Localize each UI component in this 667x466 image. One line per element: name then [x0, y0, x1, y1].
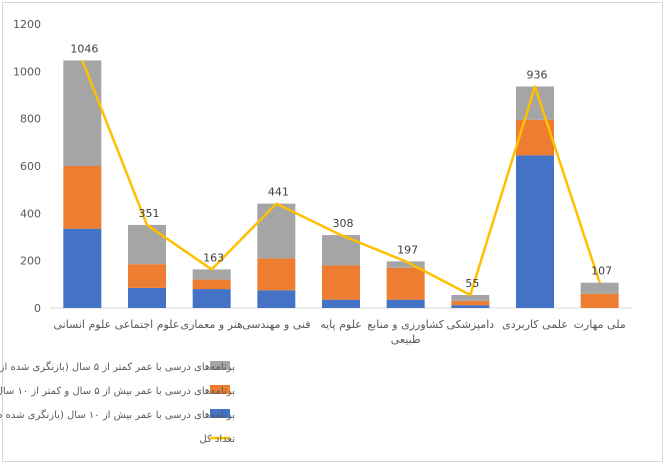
bar-segment-series-1 [128, 287, 166, 308]
x-category-label: هنر و معماری [181, 318, 244, 331]
legend-label: برنامه‌های درسی با عمر بیش از ۱۰ سال (با… [0, 408, 235, 421]
x-category-label: طبیعی [391, 333, 421, 346]
bar-segment-series-3 [386, 261, 425, 268]
x-category-label: کشاورزی و منابع [367, 318, 444, 331]
bar-segment-series-1 [386, 299, 425, 308]
bar-segment-series-2 [580, 293, 619, 308]
y-tick-label: 1200 [13, 18, 41, 31]
data-label: 351 [139, 207, 160, 220]
legend-swatch [210, 361, 230, 370]
bar-segment-series-2 [451, 300, 490, 306]
bar-segment-series-2 [63, 166, 102, 229]
y-tick-label: 0 [34, 302, 41, 315]
bar-segment-series-3 [451, 294, 490, 301]
legend-label: برنامه‌های درسی با عمر بیش از ۵ سال و کم… [0, 385, 235, 397]
x-category-label: علوم اجتماعی [115, 318, 180, 331]
data-label: 308 [333, 217, 354, 230]
legend-label: برنامه‌های درسی با عمر کمتر از ۵ سال (با… [0, 361, 235, 373]
data-label: 1046 [70, 42, 98, 55]
bar-segment-series-2 [257, 258, 296, 291]
bar-segment-series-1 [257, 290, 296, 308]
legend-swatch [210, 385, 230, 394]
y-tick-label: 400 [20, 207, 41, 220]
bar-segment-series-3 [128, 224, 166, 265]
legend-swatch [210, 409, 230, 418]
bar-segment-series-1 [451, 305, 490, 308]
data-label: 163 [203, 251, 224, 264]
bar-segment-series-3 [192, 269, 231, 280]
data-label: 441 [268, 186, 289, 199]
bar-segment-series-3 [63, 60, 102, 166]
y-tick-label: 600 [20, 160, 41, 173]
data-label: 107 [591, 265, 612, 278]
bar-segment-series-3 [580, 282, 619, 294]
data-label: 55 [465, 277, 479, 290]
x-category-label: ملی مهارت [574, 318, 626, 331]
bar-segment-series-3 [257, 203, 296, 259]
bar-segment-series-1 [516, 155, 554, 308]
bar-segment-series-2 [322, 265, 360, 300]
y-tick-label: 200 [20, 255, 41, 268]
x-category-label: علوم پایه [320, 318, 362, 331]
bar-segment-series-1 [63, 228, 102, 308]
y-tick-label: 800 [20, 113, 41, 126]
x-category-label: دامپزشکی [446, 318, 494, 331]
total-line [81, 59, 601, 297]
x-category-label: فنی و مهندسی [242, 318, 311, 331]
bar-segment-series-1 [192, 289, 231, 308]
x-category-label: علوم انسانی [53, 318, 111, 331]
bar-segment-series-2 [128, 264, 166, 288]
bar-segment-series-2 [386, 267, 425, 300]
bar-segment-series-2 [192, 279, 231, 290]
legend-label: تعداد کل [199, 434, 235, 445]
bar-segment-series-3 [516, 86, 554, 120]
bar-segment-series-1 [322, 299, 360, 308]
data-label: 936 [527, 68, 548, 81]
data-label: 197 [397, 243, 418, 256]
y-tick-label: 1000 [13, 65, 41, 78]
x-category-label: علمی کاربردی [502, 318, 568, 331]
